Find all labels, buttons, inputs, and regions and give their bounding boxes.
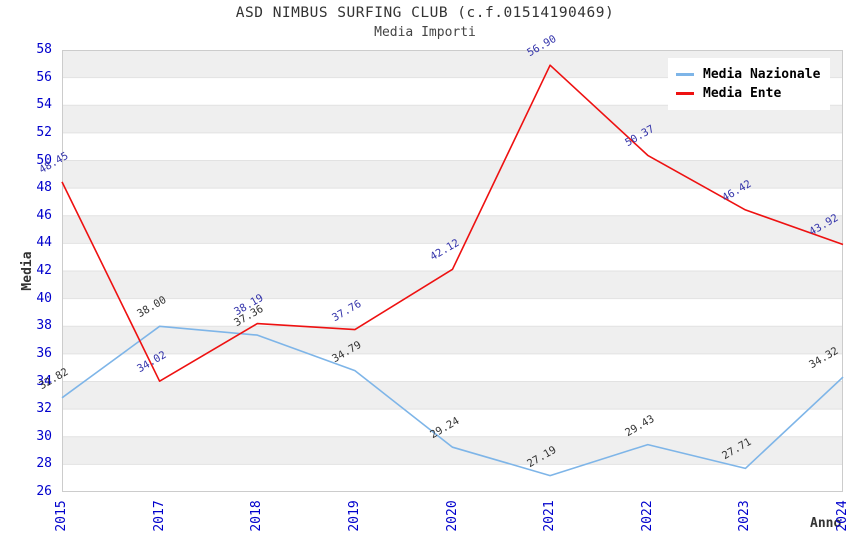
y-tick-label: 26 — [36, 484, 52, 499]
x-tick-label: 2023 — [737, 500, 753, 532]
y-tick-label: 40 — [36, 290, 52, 306]
legend-swatch-media-nazionale — [676, 73, 694, 76]
y-tick-label: 32 — [36, 401, 52, 417]
plot-band — [62, 132, 843, 161]
x-axis-title: Anno — [810, 516, 842, 531]
series-line-1 — [61, 64, 844, 383]
legend-item-media-ente: Media Ente — [676, 86, 820, 101]
legend: Media Nazionale Media Ente — [668, 58, 831, 110]
plot-band — [62, 215, 843, 244]
plot-band — [62, 298, 843, 327]
y-tick-label: 36 — [36, 345, 52, 361]
x-tick-label: 2019 — [346, 500, 362, 532]
legend-swatch-media-ente — [676, 92, 694, 95]
chart-subtitle: Media Importi — [374, 25, 476, 40]
y-tick-label: 50 — [36, 152, 52, 168]
x-tick-label: 2021 — [542, 500, 558, 532]
y-tick-label: 38 — [36, 318, 52, 334]
y-tick-label: 44 — [36, 235, 52, 251]
plot-band — [62, 326, 843, 354]
y-tick-label: 58 — [36, 42, 52, 57]
x-tick-label: 2018 — [249, 500, 265, 532]
plot-band — [62, 188, 843, 216]
series-line-0 — [61, 325, 844, 477]
y-tick-label: 46 — [36, 207, 52, 223]
y-tick-label: 30 — [36, 428, 52, 444]
chart-title: ASD NIMBUS SURFING CLUB (c.f.01514190469… — [235, 5, 615, 21]
x-tick-label: 2015 — [54, 500, 69, 532]
y-tick-label: 42 — [36, 263, 52, 278]
plot-band — [62, 271, 843, 299]
plot-band — [62, 381, 843, 410]
x-tick-label: 2017 — [151, 500, 167, 532]
y-tick-label: 54 — [36, 97, 52, 113]
legend-label-media-nazionale: Media Nazionale — [703, 67, 821, 82]
plot-band — [62, 464, 843, 492]
plot-band — [62, 160, 843, 189]
plot-band — [62, 409, 843, 437]
y-tick-label: 28 — [36, 456, 52, 472]
y-tick-label: 48 — [36, 180, 52, 196]
x-tick-label: 2024 — [835, 500, 850, 532]
y-tick-label: 56 — [36, 69, 52, 85]
x-tick-label: 2022 — [639, 500, 655, 532]
x-tick-label: 2020 — [444, 500, 460, 532]
plot-band — [62, 353, 843, 382]
legend-label-media-ente: Media Ente — [703, 86, 782, 101]
plot-band — [62, 243, 843, 271]
plot-border — [62, 50, 843, 492]
y-tick-label: 52 — [36, 124, 52, 140]
legend-item-media-nazionale: Media Nazionale — [676, 67, 820, 82]
y-tick-label: 34 — [36, 373, 52, 389]
